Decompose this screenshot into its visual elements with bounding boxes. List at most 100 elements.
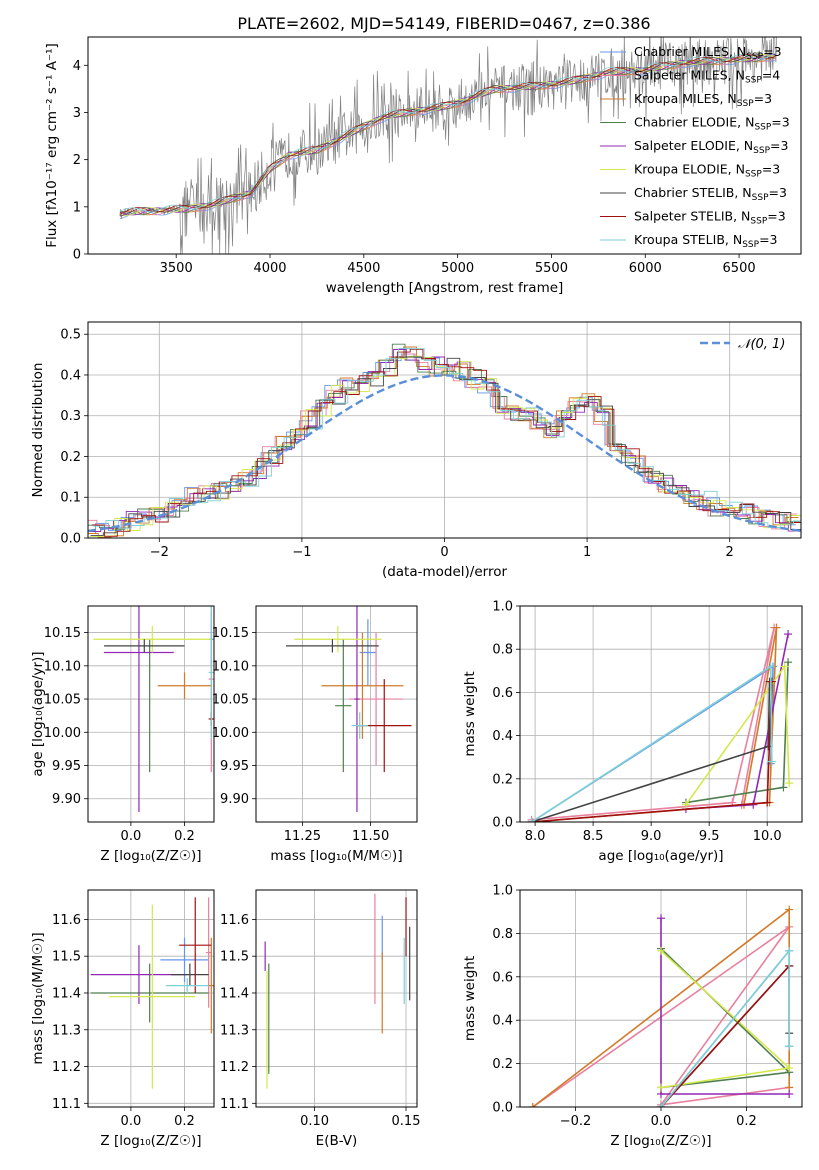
y-axis-label: mass weight bbox=[462, 956, 478, 1041]
errorbar-chabrier_elodie bbox=[335, 639, 352, 773]
y-tick-label: 0.0 bbox=[60, 532, 81, 547]
series-line-salpeter_stelib bbox=[531, 681, 773, 822]
y-tick-label: 0.0 bbox=[492, 816, 513, 831]
x-axis-label: wavelength [Angstrom, rest frame] bbox=[326, 280, 564, 296]
y-tick-label: 1 bbox=[73, 200, 81, 215]
y-axis-label: Flux [fλ10⁻¹⁷ erg cm⁻² s⁻¹ A⁻¹] bbox=[44, 43, 60, 248]
y-tick-label: 10.10 bbox=[212, 659, 249, 674]
x-tick-label: 8.5 bbox=[583, 829, 604, 844]
plot-area bbox=[119, 37, 777, 254]
axes-frame bbox=[87, 321, 802, 539]
histogram-salpeter_stelib bbox=[91, 348, 801, 537]
marker-kroupa_stelib bbox=[767, 757, 776, 766]
marker-kroupa_stelib bbox=[766, 662, 775, 671]
marker-kroupa_miles bbox=[528, 1103, 537, 1107]
plot-area bbox=[286, 606, 412, 813]
panel-age-vs-mass: 11.25 11.50 9.90 9.95 10.00 10.05 10.10 10.15 ma… bbox=[212, 605, 418, 864]
model-line-salpeter_miles bbox=[119, 57, 776, 217]
errorbar-salpeter_miles bbox=[205, 897, 212, 1008]
y-tick-label: 0.2 bbox=[492, 1057, 513, 1072]
x-tick-label: 0.2 bbox=[174, 1114, 195, 1129]
marker-salpeter_elodie bbox=[657, 914, 665, 923]
x-tick-label: 0.10 bbox=[300, 1114, 329, 1129]
x-tick-label: 0 bbox=[440, 545, 448, 560]
y-tick-label: 0.2 bbox=[60, 450, 81, 465]
y-tick-label: 0.8 bbox=[492, 643, 513, 658]
x-tick-label: 4500 bbox=[347, 261, 380, 276]
y-tick-label: 11.5 bbox=[220, 950, 249, 965]
histogram-kroupa_elodie bbox=[89, 355, 801, 537]
y-tick-label: 10.00 bbox=[212, 726, 249, 741]
errorbar-kroupa_stelib bbox=[165, 978, 209, 993]
panel-residuals: −2 −1 0 1 2 0.0 0.1 0.2 0.3 0.4 0.5 (data-model)/er… bbox=[30, 321, 802, 580]
y-tick-label: 2 bbox=[73, 153, 81, 168]
errorbar-chabrier_stelib bbox=[104, 639, 185, 653]
histogram-chabrier_stelib bbox=[90, 356, 801, 537]
y-tick-label: 11.2 bbox=[52, 1060, 81, 1075]
legend-label-chabrier_elodie: Chabrier ELODIE, NSSP=3 bbox=[634, 115, 790, 133]
series-line-salpeter_miles bbox=[531, 627, 775, 821]
y-tick-label: 0.6 bbox=[492, 970, 513, 985]
errorbar-kroupa_elodie bbox=[294, 625, 382, 653]
model-line-salpeter_elodie bbox=[119, 53, 776, 216]
errorbar-chabrier_stelib bbox=[171, 963, 209, 986]
y-tick-label: 0.5 bbox=[60, 328, 81, 343]
x-tick-label: 4000 bbox=[253, 261, 286, 276]
marker-kroupa_stelib bbox=[527, 818, 536, 822]
x-tick-label: −2 bbox=[150, 545, 169, 560]
x-tick-label: 11.50 bbox=[352, 829, 389, 844]
y-tick-label: 10.05 bbox=[44, 693, 81, 708]
errorbar-salpeter_elodie bbox=[104, 606, 174, 813]
x-tick-label: 3500 bbox=[160, 261, 193, 276]
axes-frame bbox=[87, 36, 802, 255]
marker-chabrier_elodie bbox=[784, 658, 793, 667]
x-tick-label: −0.2 bbox=[560, 1114, 592, 1129]
y-tick-label: 11.4 bbox=[52, 986, 81, 1001]
marker-kroupa_elodie bbox=[657, 1083, 665, 1092]
x-axis-label: mass [log₁₀(M/M☉)] bbox=[270, 848, 402, 864]
errorbar-kroupa_elodie bbox=[109, 904, 196, 1089]
axes-frame bbox=[519, 889, 803, 1108]
y-tick-label: 0.0 bbox=[492, 1101, 513, 1116]
marker-kroupa_stelib bbox=[657, 1103, 665, 1107]
series-line-kroupa_stelib bbox=[531, 665, 773, 822]
observed-spectrum bbox=[119, 37, 777, 254]
x-tick-label: 9.0 bbox=[641, 829, 662, 844]
y-tick-label: 0.4 bbox=[492, 729, 513, 744]
x-axis-label: Z [log₁₀(Z/Z☉)] bbox=[100, 1133, 201, 1149]
y-tick-label: 11.4 bbox=[220, 986, 249, 1001]
panel-mass-vs-z: 0.0 0.2 11.1 11.2 11.3 11.4 11.5 11.6 Z [log₁₀(Z… bbox=[30, 889, 215, 1149]
x-axis-label: Z [log₁₀(Z/Z☉)] bbox=[100, 848, 201, 864]
y-tick-label: 1.0 bbox=[492, 600, 513, 615]
marker-salpeter_stelib bbox=[767, 677, 776, 686]
x-tick-label: 1 bbox=[583, 545, 591, 560]
marker-kroupa_miles bbox=[772, 623, 781, 632]
histogram-salpeter_elodie bbox=[88, 349, 801, 532]
x-tick-label: 2 bbox=[726, 545, 734, 560]
y-tick-label: 11.1 bbox=[52, 1097, 81, 1112]
errorbar-kroupa_miles bbox=[321, 632, 404, 739]
marker-kroupa_stelib bbox=[785, 946, 794, 955]
y-axis-label: Normed distribution bbox=[30, 363, 46, 498]
model-line-kroupa_elodie bbox=[119, 54, 776, 216]
y-tick-label: 11.6 bbox=[52, 913, 81, 928]
series-line-salpeter_elodie bbox=[660, 918, 790, 1095]
model-line-kroupa_stelib bbox=[119, 52, 776, 213]
y-tick-label: 0.6 bbox=[492, 686, 513, 701]
errorbar-kroupa_miles bbox=[157, 672, 212, 700]
series-line-chabrier_stelib bbox=[531, 681, 771, 822]
x-tick-label: 5000 bbox=[441, 261, 474, 276]
x-axis-label: E(B-V) bbox=[316, 1133, 358, 1149]
panel-weight-vs-z: −0.2 0.0 0.2 0.0 0.2 0.4 0.6 0.8 1.0 Z [log₁₀(Z/Z… bbox=[462, 884, 803, 1149]
legend-label-kroupa_miles: Kroupa MILES, NSSP=3 bbox=[634, 91, 772, 109]
errorbar-kroupa_stelib bbox=[208, 606, 214, 739]
y-tick-label: 0.3 bbox=[60, 409, 81, 424]
plot-area bbox=[528, 905, 794, 1107]
y-tick-label: 9.90 bbox=[52, 792, 81, 807]
marker-salpeter_stelib bbox=[763, 798, 772, 807]
errorbar-kroupa_stelib bbox=[351, 712, 368, 739]
x-tick-label: 8.0 bbox=[525, 829, 546, 844]
y-tick-label: 10.05 bbox=[212, 693, 249, 708]
axes-frame bbox=[255, 889, 418, 1108]
errorbar-kroupa_miles bbox=[208, 937, 214, 1034]
